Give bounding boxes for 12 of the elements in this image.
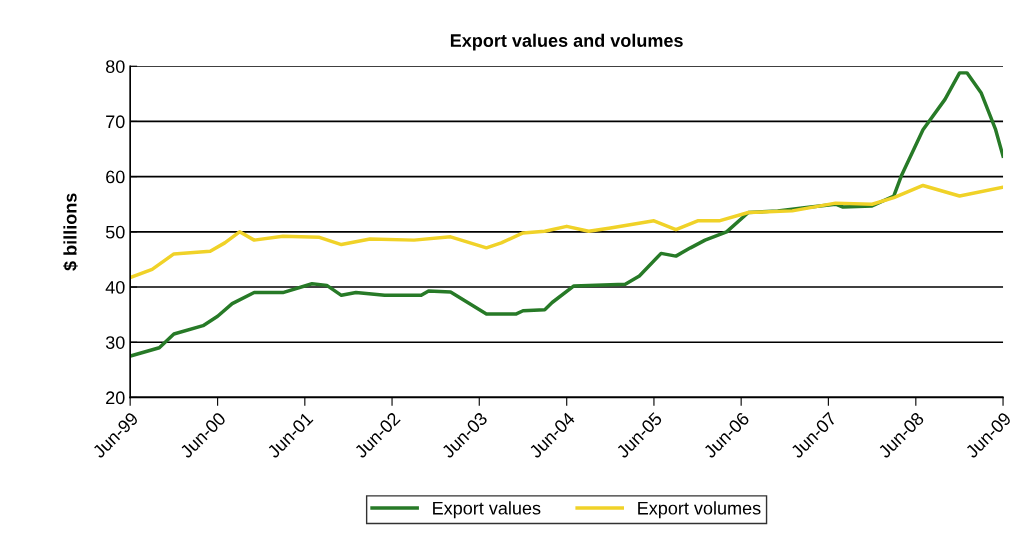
y-tick-label: 20 bbox=[106, 391, 125, 405]
y-tick-label: 50 bbox=[105, 225, 125, 239]
y-tick-label: 80 bbox=[106, 60, 125, 73]
y-tick-label: 40 bbox=[105, 280, 125, 294]
chart-title: Export values and volumes bbox=[450, 33, 683, 51]
y-tick-label: 30 bbox=[105, 336, 125, 349]
y-axis-title: $ billions bbox=[63, 193, 78, 271]
y-tick-label: 60 bbox=[106, 170, 125, 184]
line-series bbox=[130, 183, 1004, 280]
legend-label: Export values bbox=[433, 501, 541, 519]
legend-label: Export volumes bbox=[638, 501, 761, 519]
y-tick-label: 70 bbox=[106, 115, 125, 129]
